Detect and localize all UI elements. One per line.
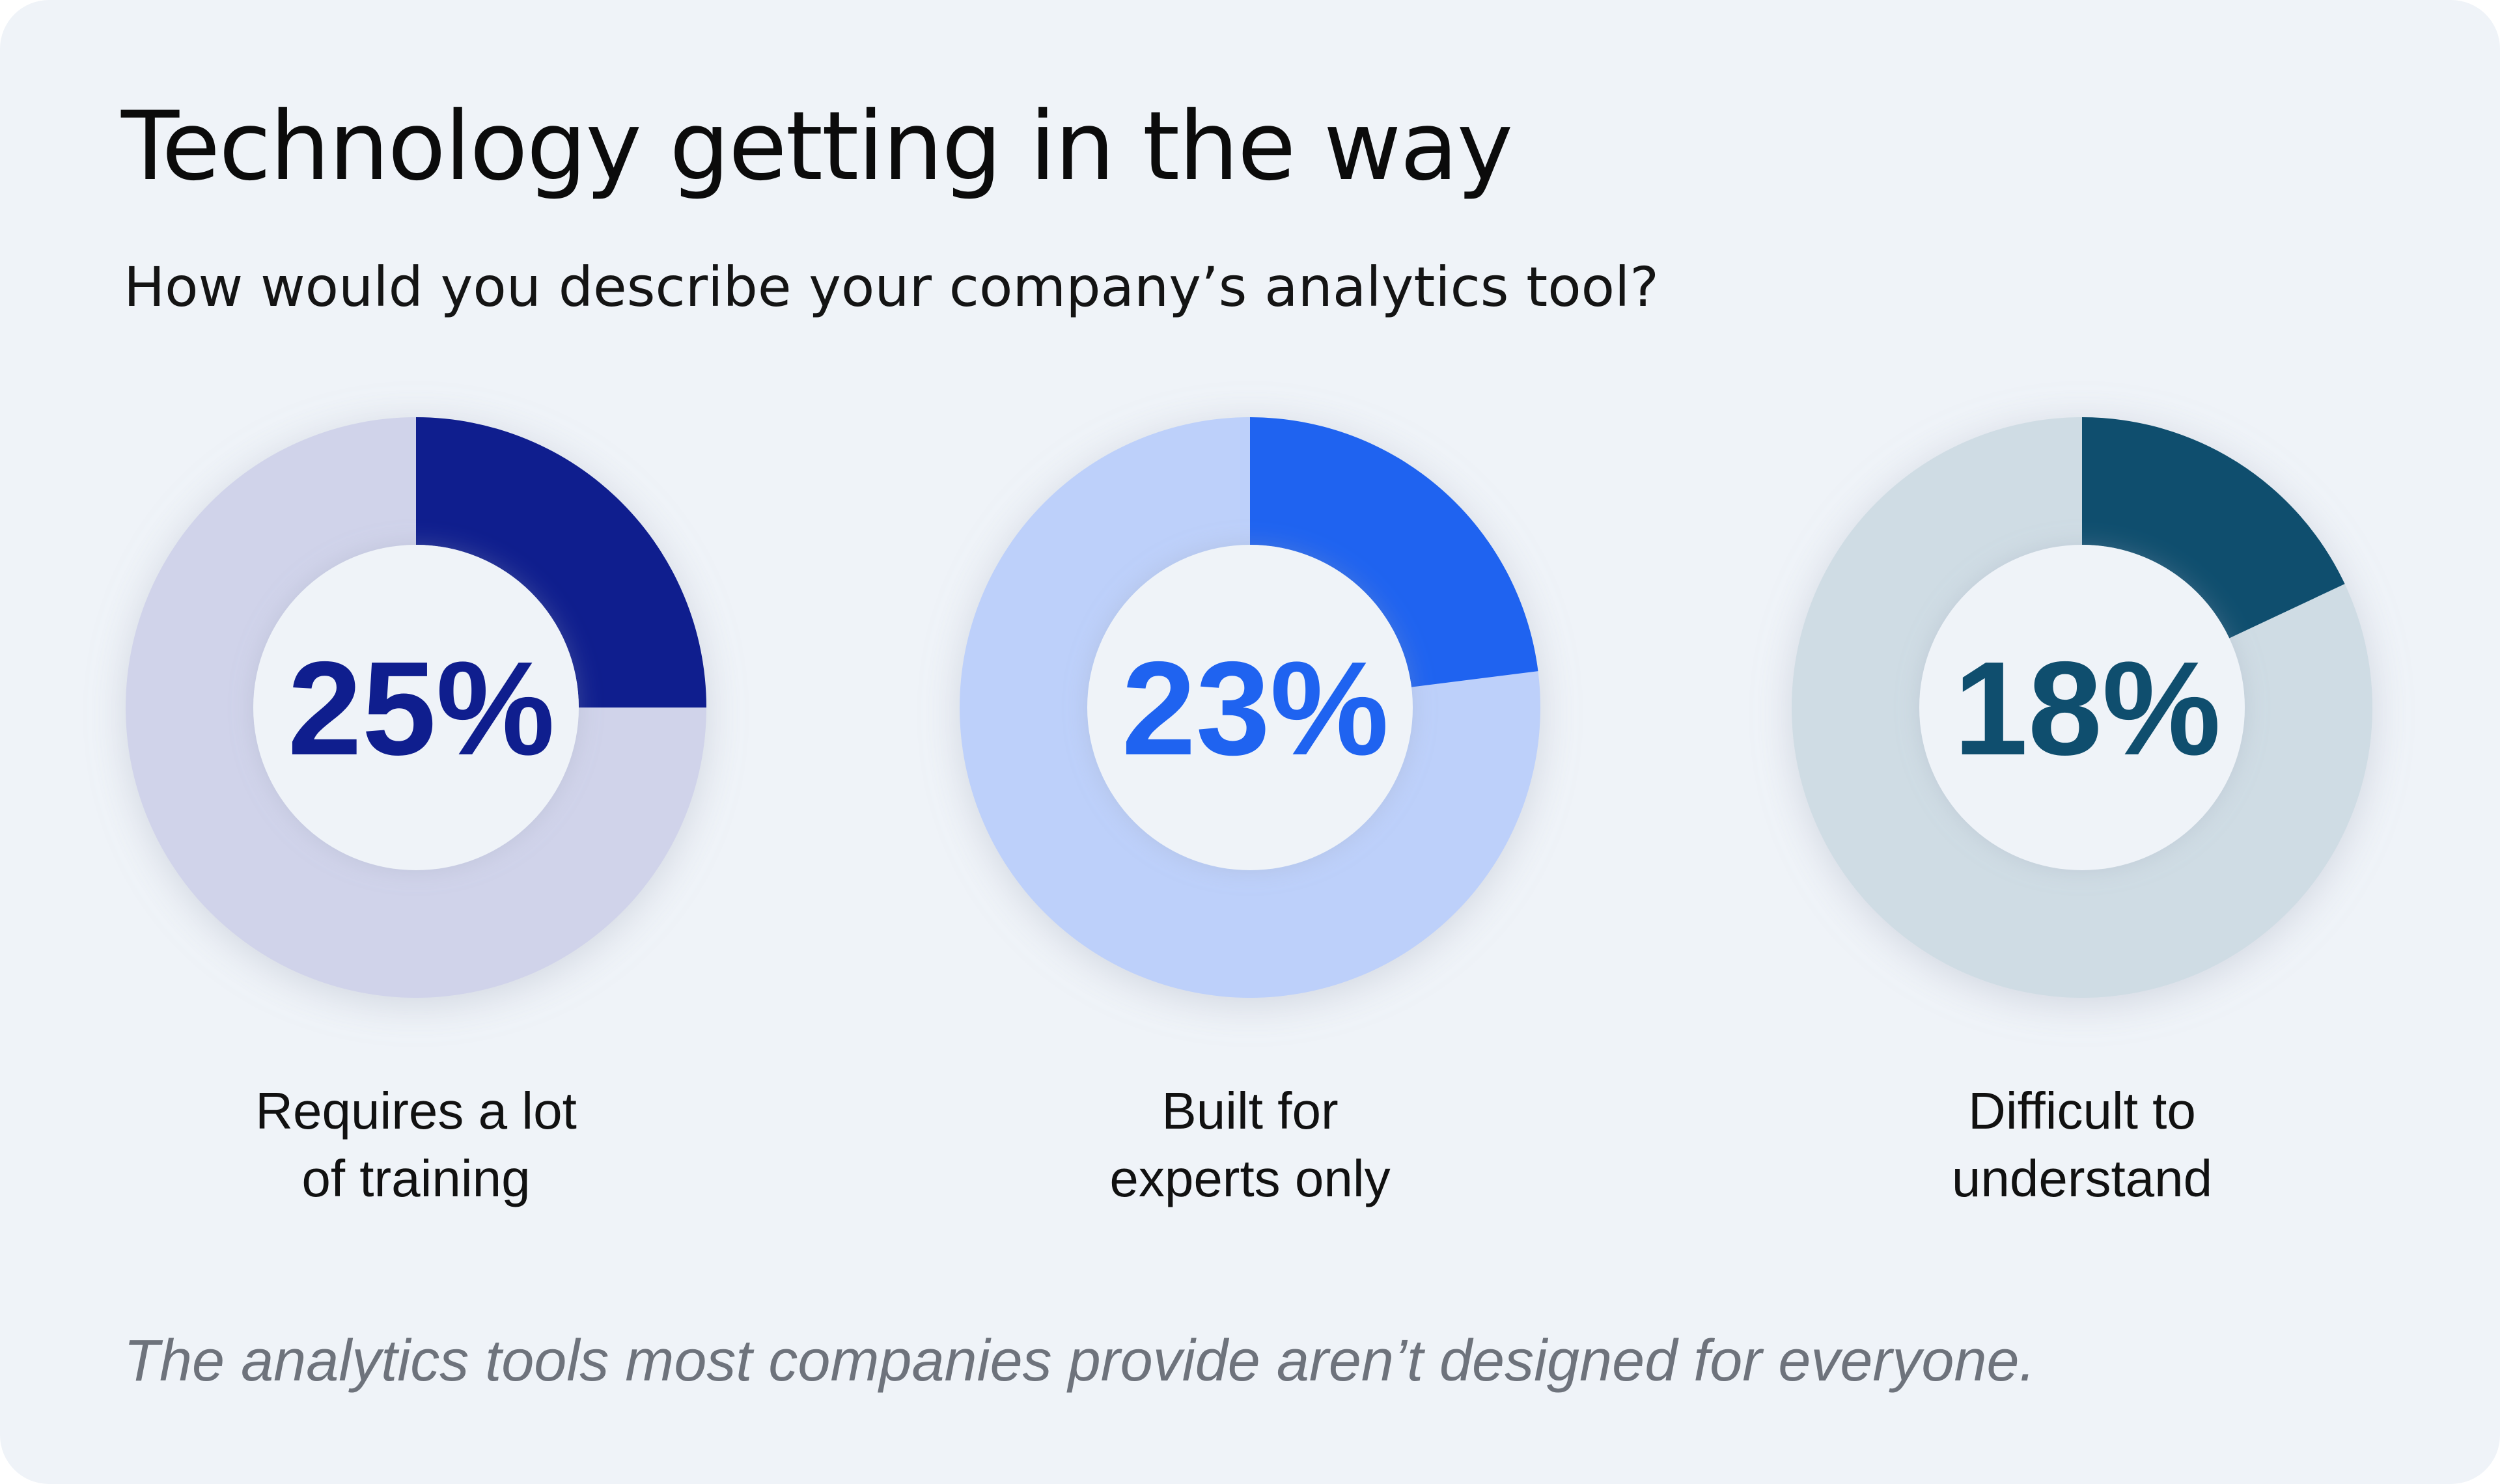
label-line: understand [1951,1149,2213,1207]
label-line: Built for [1161,1082,1339,1140]
donut-label-0: Requires a lot of training [123,1077,709,1213]
donut-center-label: 18% [1954,634,2221,783]
donut-center-label: 25% [288,634,555,783]
donut-2: 18% [1792,417,2372,998]
donut-center-label: 23% [1122,634,1389,783]
donut-value-slice [2082,417,2345,639]
donut-value-slice [1250,417,1538,687]
donut-label-1: Built for experts only [957,1077,1543,1213]
donut-0: 25% [126,417,706,998]
donut-hole [253,545,579,870]
label-line: Requires a lot [255,1082,577,1140]
chart-subtitle: How would you describe your company’s an… [124,255,1659,319]
footer-note: The analytics tools most companies provi… [124,1328,2036,1394]
label-line: of training [301,1149,531,1207]
label-line: Difficult to [1968,1082,2196,1140]
donut-hole [1919,545,2245,870]
donut-1: 23% [960,417,1540,998]
donut-hole [1087,545,1413,870]
donut-label-2: Difficult to understand [1789,1077,2375,1213]
chart-title: Technology getting in the way [121,91,1513,202]
label-line: experts only [1109,1149,1391,1207]
donut-value-slice [416,417,706,708]
